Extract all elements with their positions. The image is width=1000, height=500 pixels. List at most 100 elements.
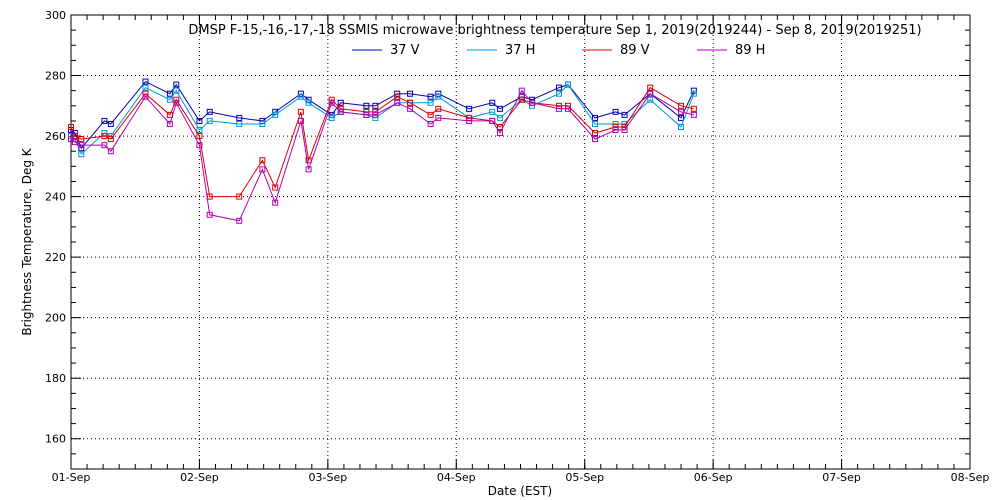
data-point <box>612 123 619 130</box>
y-tick-label: 220 <box>45 251 66 264</box>
data-point <box>591 114 598 121</box>
data-point <box>297 93 304 100</box>
data-point <box>496 105 503 112</box>
data-point <box>107 120 114 127</box>
data-point <box>496 114 503 121</box>
series-layer <box>68 78 697 224</box>
data-point <box>305 99 312 106</box>
data-point <box>518 96 525 103</box>
data-point <box>328 99 335 106</box>
data-point <box>678 102 685 109</box>
data-point <box>337 108 344 115</box>
data-point <box>489 108 496 115</box>
data-point <box>565 81 572 88</box>
data-point <box>556 84 563 91</box>
data-point <box>621 127 628 134</box>
data-point <box>78 136 85 143</box>
y-tick-label: 260 <box>45 130 66 143</box>
data-point <box>427 111 434 118</box>
data-point <box>372 111 379 118</box>
legend-label: 37 V <box>390 43 420 58</box>
data-point <box>556 90 563 97</box>
data-point <box>173 99 180 106</box>
data-point <box>166 120 173 127</box>
data-point <box>565 105 572 112</box>
data-point <box>236 217 243 224</box>
data-point <box>363 111 370 118</box>
data-point <box>529 99 536 106</box>
data-point <box>435 105 442 112</box>
data-point <box>236 193 243 200</box>
y-tick-label: 280 <box>45 70 66 83</box>
data-point <box>427 93 434 100</box>
data-point <box>173 81 180 88</box>
y-tick-label: 300 <box>45 9 66 22</box>
data-point <box>621 111 628 118</box>
data-point <box>372 114 379 121</box>
data-point <box>142 84 149 91</box>
data-point <box>272 111 279 118</box>
data-point <box>647 90 654 97</box>
data-point <box>173 87 180 94</box>
data-point <box>427 120 434 127</box>
data-point <box>612 108 619 115</box>
data-point <box>297 117 304 124</box>
legend-label: 37 H <box>505 43 535 58</box>
data-point <box>678 108 685 115</box>
data-point <box>690 87 697 94</box>
data-point <box>612 127 619 134</box>
data-point <box>206 108 213 115</box>
data-point <box>489 117 496 124</box>
data-point <box>407 105 414 112</box>
x-axis-label: Date (EST) <box>488 484 552 498</box>
data-point <box>142 78 149 85</box>
data-point <box>78 151 85 158</box>
data-point <box>647 96 654 103</box>
data-point <box>435 93 442 100</box>
data-point <box>272 184 279 191</box>
x-tick-label: 05-Sep <box>565 471 604 484</box>
data-point <box>305 157 312 164</box>
data-point <box>328 114 335 121</box>
data-point <box>591 130 598 137</box>
data-point <box>166 96 173 103</box>
data-point <box>142 93 149 100</box>
y-tick-label: 180 <box>45 372 66 385</box>
data-point <box>236 120 243 127</box>
data-point <box>496 130 503 137</box>
x-tick-label: 02-Sep <box>180 471 219 484</box>
tick-layer: 160 180 200 220 240 260 280 300 01-Sep 02-Sep 03-S… <box>45 9 989 484</box>
series-37-v <box>68 78 697 152</box>
data-point <box>394 99 401 106</box>
data-point <box>690 111 697 118</box>
data-point <box>71 139 78 146</box>
data-point <box>496 123 503 130</box>
data-point <box>372 102 379 109</box>
data-point <box>297 108 304 115</box>
legend: 37 V 37 H 89 V 89 H <box>352 43 765 58</box>
data-point <box>690 105 697 112</box>
x-tick-label: 07-Sep <box>822 471 861 484</box>
data-point <box>236 114 243 121</box>
data-point <box>427 99 434 106</box>
data-point <box>206 211 213 218</box>
x-tick-label: 01-Sep <box>52 471 91 484</box>
data-point <box>466 117 473 124</box>
series-line-89-v <box>70 86 695 198</box>
data-point <box>591 120 598 127</box>
data-point <box>466 105 473 112</box>
data-point <box>272 199 279 206</box>
data-point <box>101 133 108 140</box>
legend-label: 89 V <box>620 43 650 58</box>
data-point <box>678 123 685 130</box>
chart-title: DMSP F-15,-16,-17,-18 SSMIS microwave br… <box>188 23 921 38</box>
data-point <box>101 117 108 124</box>
data-point <box>337 99 344 106</box>
series-89-h <box>68 87 697 224</box>
series-line-89-h <box>70 89 695 222</box>
data-point <box>78 142 85 149</box>
x-tick-label: 03-Sep <box>309 471 348 484</box>
data-point <box>435 114 442 121</box>
data-point <box>259 166 266 173</box>
